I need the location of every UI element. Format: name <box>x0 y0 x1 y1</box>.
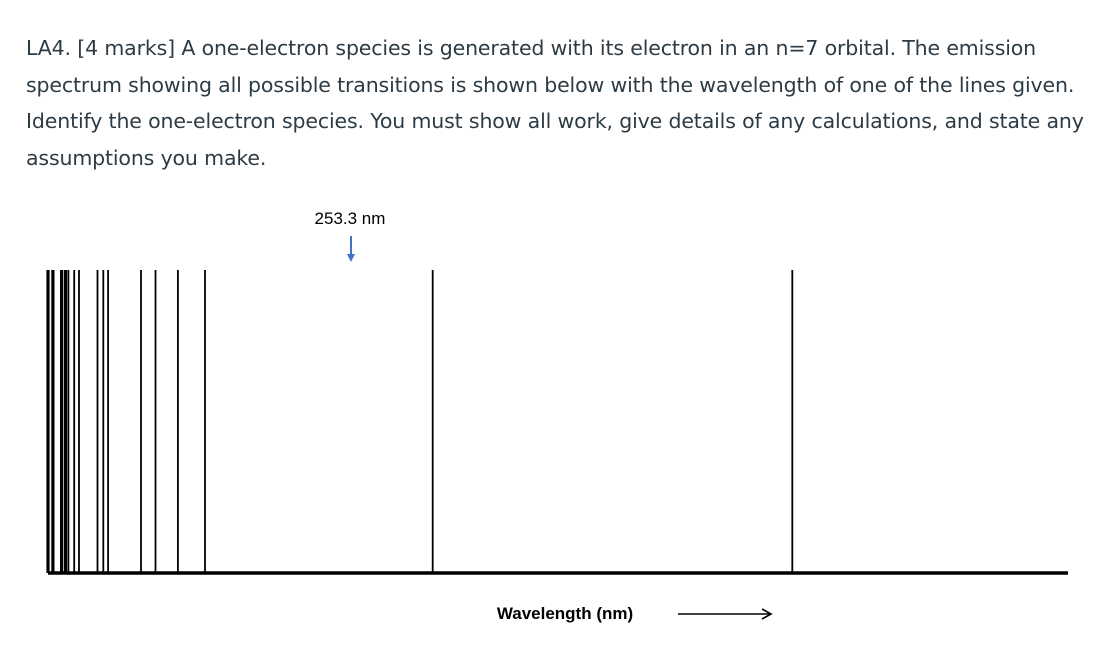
increasing-wavelength-arrow-icon <box>678 608 773 620</box>
spectral-lines <box>46 270 794 573</box>
question-text: LA4. [4 marks] A one-electron species is… <box>26 36 1084 170</box>
emission-spectrum: 253.3 nm Wavelength (nm) <box>46 209 1068 623</box>
x-axis-label: Wavelength (nm) <box>497 604 633 623</box>
given-line-arrow-icon <box>347 236 355 262</box>
given-wavelength-label: 253.3 nm <box>315 209 386 228</box>
